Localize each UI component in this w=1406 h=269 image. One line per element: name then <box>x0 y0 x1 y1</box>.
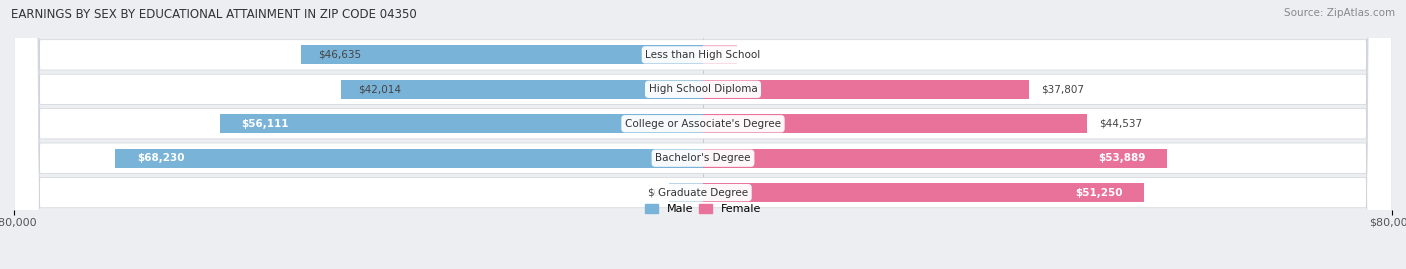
Text: $51,250: $51,250 <box>1076 187 1123 198</box>
Bar <box>703 80 1029 99</box>
Text: $44,537: $44,537 <box>1099 119 1143 129</box>
Text: High School Diploma: High School Diploma <box>648 84 758 94</box>
Bar <box>115 149 703 168</box>
Text: Less than High School: Less than High School <box>645 50 761 60</box>
Bar <box>342 80 703 99</box>
FancyBboxPatch shape <box>14 0 1392 269</box>
Text: Graduate Degree: Graduate Degree <box>658 187 748 198</box>
Text: $0: $0 <box>747 50 759 60</box>
FancyBboxPatch shape <box>14 0 1392 269</box>
Legend: Male, Female: Male, Female <box>640 199 766 218</box>
Text: $0: $0 <box>647 187 659 198</box>
Text: EARNINGS BY SEX BY EDUCATIONAL ATTAINMENT IN ZIP CODE 04350: EARNINGS BY SEX BY EDUCATIONAL ATTAINMEN… <box>11 8 418 21</box>
Bar <box>703 114 1087 133</box>
FancyBboxPatch shape <box>14 0 1392 269</box>
FancyBboxPatch shape <box>14 0 1392 269</box>
Text: Bachelor's Degree: Bachelor's Degree <box>655 153 751 163</box>
Text: College or Associate's Degree: College or Associate's Degree <box>626 119 780 129</box>
Text: $42,014: $42,014 <box>359 84 401 94</box>
Bar <box>669 183 703 202</box>
Bar <box>703 149 1167 168</box>
Bar <box>219 114 703 133</box>
Text: $37,807: $37,807 <box>1042 84 1084 94</box>
FancyBboxPatch shape <box>14 0 1392 269</box>
Bar <box>301 45 703 64</box>
Text: Source: ZipAtlas.com: Source: ZipAtlas.com <box>1284 8 1395 18</box>
Bar <box>703 45 738 64</box>
Text: $56,111: $56,111 <box>242 119 288 129</box>
Text: $53,889: $53,889 <box>1098 153 1146 163</box>
Bar <box>703 183 1144 202</box>
Text: $68,230: $68,230 <box>136 153 184 163</box>
Text: $46,635: $46,635 <box>319 50 361 60</box>
